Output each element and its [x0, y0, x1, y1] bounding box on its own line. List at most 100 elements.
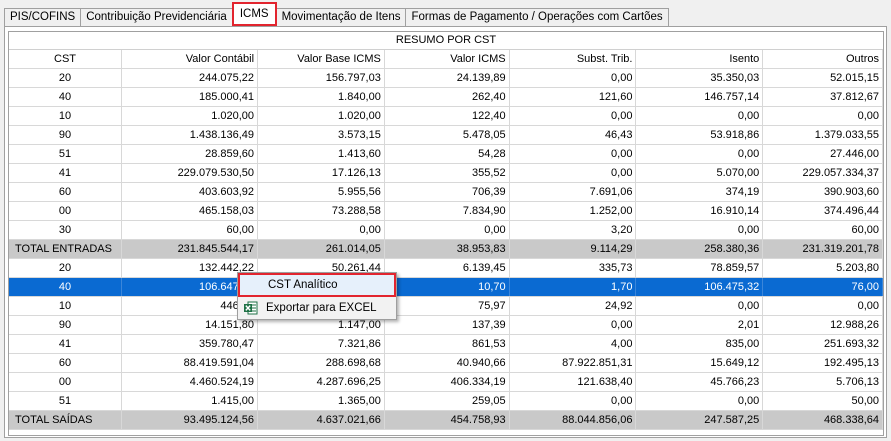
cell-valor-base-icms: 1.840,00 — [257, 87, 385, 107]
total-row[interactable]: TOTAL ENTRADAS 231.845.544,17 261.014,05 38… — [9, 239, 883, 259]
cell-valor-icms: 259,05 — [384, 391, 510, 411]
cell-cst: 90 — [9, 315, 122, 335]
table-row[interactable]: 51 28.859,60 1.413,60 54,28 0,00 0,00 27.446,0… — [9, 144, 883, 164]
table-row[interactable]: 10 1.020,00 1.020,00 122,40 0,00 0,00 0,00 — [9, 106, 883, 126]
cell-outros: 251.693,32 — [762, 334, 883, 354]
table-row[interactable]: 60 88.419.591,04 288.698,68 40.940,66 87.922… — [9, 353, 883, 373]
cell-valor-base-icms: 1.365,00 — [257, 391, 385, 411]
column-header[interactable]: CST — [9, 50, 122, 69]
column-header[interactable]: Isento — [635, 50, 764, 69]
cell-valor-icms: 7.834,90 — [384, 201, 510, 221]
column-header[interactable]: Valor ICMS — [384, 50, 510, 69]
cell-valor-conta-bil: 4.460.524,19 — [121, 372, 259, 392]
cell-subst-trib: 88.044.856,06 — [509, 410, 637, 430]
table-row[interactable]: 60 403.603,92 5.955,56 706,39 7.691,06 374,19… — [9, 182, 883, 202]
table-row[interactable]: 41 359.780,47 7.321,86 861,53 4,00 835,00 251.… — [9, 334, 883, 354]
tab-icms[interactable]: ICMS — [231, 2, 277, 26]
table-row[interactable]: 20 132.442,22 50.261,44 6.139,45 335,73 78.85… — [9, 258, 883, 278]
cell-cst: 10 — [9, 106, 122, 126]
cell-cst: 60 — [9, 182, 122, 202]
cell-valor-base-icms: 156.797,03 — [257, 68, 385, 88]
selected-table-row[interactable]: 40106.647,3985,0010,701,70106.475,3276,0… — [9, 277, 883, 297]
cell-valor-base-icms: 0,00 — [257, 220, 385, 240]
cell-valor-base-icms: 17.126,13 — [257, 163, 385, 183]
table-row[interactable]: 30 60,00 0,00 0,00 3,20 0,00 60,00 — [9, 220, 883, 240]
cell-valor-icms: 75,97 — [384, 296, 510, 316]
cell-cst: 30 — [9, 220, 122, 240]
cell-valor-base-icms: 1.413,60 — [257, 144, 385, 164]
cell-cst: TOTAL ENTRADAS — [9, 239, 122, 259]
table-row[interactable]: 40 185.000,41 1.840,00 262,40 121,60 146.757,… — [9, 87, 883, 107]
cell-valor-base-icms: 261.014,05 — [257, 239, 385, 259]
cell-outros: 231.319.201,78 — [762, 239, 883, 259]
cell-cst: 90 — [9, 125, 122, 145]
total-row[interactable]: TOTAL SAÍDAS 93.495.124,56 4.637.021,66 454… — [9, 410, 883, 430]
cst-table: CST Valor Contábil Valor Base ICMS Valor IC… — [9, 50, 883, 430]
cell-isento: 16.910,14 — [635, 201, 764, 221]
table-row[interactable]: 90 14.151,80 1.147,00 137,39 0,00 2,01 12.988,… — [9, 315, 883, 335]
column-header-row: CST Valor Contábil Valor Base ICMS Valor IC… — [9, 50, 883, 69]
cell-valor-base-icms: 1.020,00 — [257, 106, 385, 126]
table-row[interactable]: 20 244.075,22 156.797,03 24.139,89 0,00 35.35… — [9, 68, 883, 88]
cst-summary-grid: RESUMO POR CST CST Valor Contábil Valor Ba… — [8, 31, 884, 436]
cell-outros: 229.057.334,37 — [762, 163, 883, 183]
table-row[interactable]: 51 1.415,00 1.365,00 259,05 0,00 0,00 50,00 — [9, 391, 883, 411]
cell-valor-icms: 5.478,05 — [384, 125, 510, 145]
cell-outros: 374.496,44 — [762, 201, 883, 221]
cell-cst: 41 — [9, 163, 122, 183]
table-row[interactable]: 00 4.460.524,19 4.287.696,25 406.334,19 121.… — [9, 372, 883, 392]
cell-subst-trib: 4,00 — [509, 334, 637, 354]
cell-subst-trib: 0,00 — [509, 315, 637, 335]
cell-subst-trib: 121,60 — [509, 87, 637, 107]
cell-outros: 0,00 — [762, 296, 883, 316]
table-row[interactable]: 90 1.438.136,49 3.573,15 5.478,05 46,43 53.91… — [9, 125, 883, 145]
tab-contribuicao-previdenciaria[interactable]: Contribuição Previdenciária — [80, 8, 233, 26]
cell-isento: 106.475,32 — [635, 277, 764, 297]
cell-isento: 35.350,03 — [635, 68, 764, 88]
cell-valor-conta-bil: 185.000,41 — [121, 87, 259, 107]
table-row[interactable]: 00 465.158,03 73.288,58 7.834,90 1.252,00 16.… — [9, 201, 883, 221]
cell-outros: 52.015,15 — [762, 68, 883, 88]
cell-valor-icms: 24.139,89 — [384, 68, 510, 88]
cell-isento: 15.649,12 — [635, 353, 764, 373]
column-header[interactable]: Outros — [762, 50, 883, 69]
tab-movimentacao-itens[interactable]: Movimentação de Itens — [275, 8, 407, 26]
cell-outros: 27.446,00 — [762, 144, 883, 164]
cell-subst-trib: 7.691,06 — [509, 182, 637, 202]
menu-item-exportar-excel[interactable]: Exportar para EXCEL — [238, 297, 396, 319]
tab-formas-pagamento[interactable]: Formas de Pagamento / Operações com Cart… — [405, 8, 669, 26]
cell-valor-conta-bil: 244.075,22 — [121, 68, 259, 88]
cell-valor-conta-bil: 132.442,22 — [121, 258, 259, 278]
cell-valor-icms: 454.758,93 — [384, 410, 510, 430]
cell-valor-conta-bil: 14.151,80 — [121, 315, 259, 335]
cell-cst: TOTAL SAÍDAS — [9, 410, 122, 430]
cell-valor-icms: 262,40 — [384, 87, 510, 107]
cell-isento: 0,00 — [635, 144, 764, 164]
tab-pis-cofins[interactable]: PIS/COFINS — [4, 8, 82, 26]
column-header[interactable]: Valor Base ICMS — [257, 50, 385, 69]
table-row[interactable]: 41 229.079.530,50 17.126,13 355,52 0,00 5.070… — [9, 163, 883, 183]
cell-isento: 5.070,00 — [635, 163, 764, 183]
cell-valor-base-icms: 3.573,15 — [257, 125, 385, 145]
cell-isento: 0,00 — [635, 106, 764, 126]
cell-valor-conta-bil: 359.780,47 — [121, 334, 259, 354]
cell-valor-conta-bil: 229.079.530,50 — [121, 163, 259, 183]
column-header[interactable]: Valor Contábil — [121, 50, 259, 69]
cell-cst: 00 — [9, 372, 122, 392]
column-header[interactable]: Subst. Trib. — [509, 50, 637, 69]
cell-valor-icms: 406.334,19 — [384, 372, 510, 392]
grid-title: RESUMO POR CST — [9, 32, 883, 50]
cell-valor-icms: 40.940,66 — [384, 353, 510, 373]
cell-cst: 51 — [9, 391, 122, 411]
tab-bar: PIS/COFINS Contribuição Previdenciária I… — [4, 2, 669, 26]
cell-subst-trib: 121.638,40 — [509, 372, 637, 392]
cell-subst-trib: 335,73 — [509, 258, 637, 278]
cell-valor-base-icms: 4.637.021,66 — [257, 410, 385, 430]
menu-item-cst-analitico[interactable]: CST Analítico — [238, 273, 396, 297]
cell-valor-conta-bil: 28.859,60 — [121, 144, 259, 164]
cell-subst-trib: 0,00 — [509, 163, 637, 183]
cell-outros: 5.203,80 — [762, 258, 883, 278]
cell-subst-trib: 0,00 — [509, 106, 637, 126]
menu-item-label: Exportar para EXCEL — [266, 302, 377, 314]
